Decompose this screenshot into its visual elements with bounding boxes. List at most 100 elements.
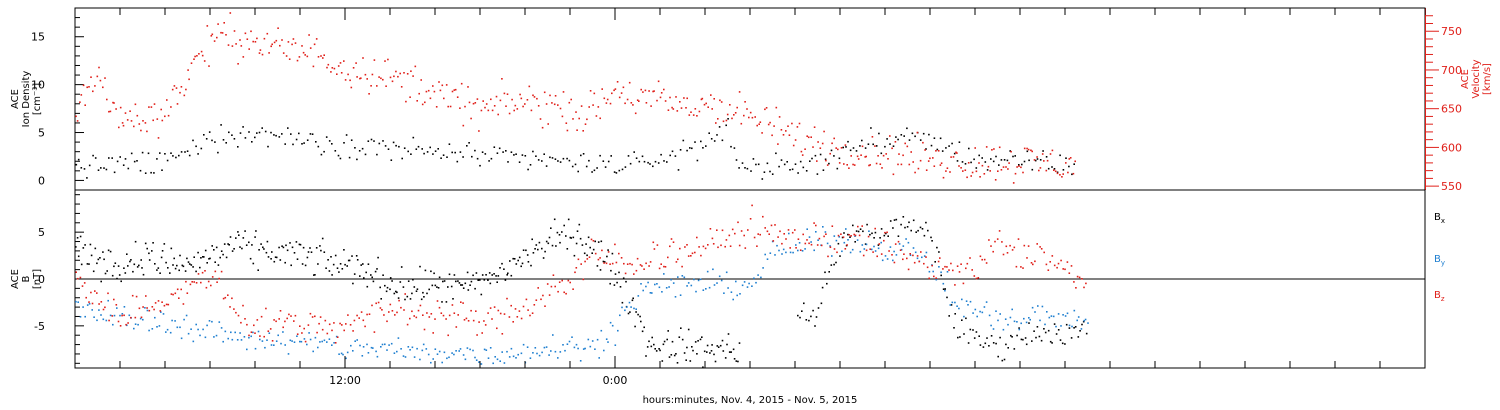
bz-point: [1027, 245, 1030, 247]
by-point: [831, 255, 833, 257]
bx-point: [407, 280, 410, 282]
by-point: [1011, 308, 1013, 311]
density-point: [211, 139, 213, 142]
by-point: [543, 346, 546, 349]
density-point: [150, 171, 152, 174]
bz-point: [672, 241, 675, 243]
velocity-point: [235, 43, 237, 45]
bz-point: [157, 300, 160, 302]
density-point: [906, 127, 908, 130]
velocity-point: [614, 88, 617, 90]
density-point: [303, 142, 305, 144]
bx-point: [641, 330, 644, 333]
velocity-point: [173, 85, 176, 87]
bz-point: [353, 319, 356, 322]
bz-point: [154, 302, 157, 304]
bx-point: [411, 292, 413, 295]
bz-point: [721, 229, 724, 232]
velocity-point: [819, 147, 822, 149]
by-point: [100, 314, 102, 316]
by-point: [806, 228, 808, 230]
bx-point: [1055, 333, 1058, 335]
bx-point: [828, 271, 830, 273]
bx-point: [589, 246, 591, 249]
bx-point: [270, 258, 272, 260]
bx-point: [291, 246, 294, 249]
density-point: [442, 154, 445, 156]
by-point: [359, 344, 361, 347]
density-point: [604, 166, 607, 168]
bz-point: [204, 270, 206, 272]
by-point: [670, 278, 672, 281]
velocity-point: [416, 100, 418, 102]
velocity-point: [92, 90, 94, 93]
velocity-tick-label: 750: [1441, 25, 1462, 38]
bz-point: [467, 320, 470, 322]
bz-point: [151, 306, 154, 308]
velocity-point: [717, 118, 719, 120]
bx-point: [96, 262, 98, 265]
density-point: [643, 160, 646, 163]
density-point: [147, 152, 150, 155]
bx-point: [979, 344, 982, 346]
bx-point: [389, 288, 391, 291]
bx-point: [995, 342, 997, 345]
velocity-point: [183, 94, 186, 97]
velocity-point: [1053, 169, 1055, 171]
by-point: [874, 250, 877, 252]
by-point: [861, 244, 864, 246]
bz-point: [182, 303, 185, 305]
bz-point: [360, 311, 363, 313]
bx-point: [202, 256, 204, 258]
bx-point: [433, 272, 435, 275]
bz-point: [491, 318, 493, 320]
bx-point: [525, 249, 527, 252]
bx-point: [706, 351, 708, 353]
bx-point: [616, 281, 618, 284]
bx-point: [416, 288, 419, 290]
by-point: [815, 231, 817, 233]
density-point: [568, 159, 571, 162]
by-point: [268, 332, 271, 334]
by-point: [300, 340, 303, 343]
density-point: [663, 160, 665, 162]
bx-point: [709, 352, 711, 354]
velocity-point: [84, 104, 86, 106]
velocity-point: [395, 70, 397, 73]
bx-point: [237, 231, 239, 233]
bz-point: [260, 315, 263, 318]
density-point: [141, 151, 144, 154]
bz-point: [75, 271, 77, 273]
velocity-point: [1056, 172, 1059, 175]
density-point: [454, 151, 456, 154]
bz-point: [88, 301, 90, 303]
bx-point: [111, 274, 114, 277]
bx-point: [1044, 331, 1047, 334]
bx-point: [260, 243, 262, 245]
bz-point: [603, 262, 605, 264]
by-point: [928, 270, 931, 273]
bz-point: [854, 234, 857, 237]
bx-point: [526, 254, 529, 256]
density-point: [350, 139, 353, 141]
velocity-point: [875, 162, 878, 165]
by-point: [886, 258, 889, 260]
bz-point: [888, 250, 890, 252]
velocity-point: [380, 77, 382, 80]
bz-point: [925, 256, 927, 258]
bz-point: [971, 269, 973, 271]
bx-point: [452, 298, 454, 300]
velocity-point: [576, 129, 578, 131]
bx-point: [545, 240, 548, 243]
density-point: [515, 153, 517, 155]
by-point: [995, 310, 997, 312]
bx-point: [1082, 320, 1085, 323]
bz-point: [1043, 251, 1045, 254]
bx-point: [497, 275, 500, 277]
by-point: [230, 331, 232, 334]
by-point: [781, 253, 783, 255]
by-point: [183, 318, 185, 321]
velocity-point: [769, 121, 771, 124]
velocity-point: [221, 32, 224, 34]
